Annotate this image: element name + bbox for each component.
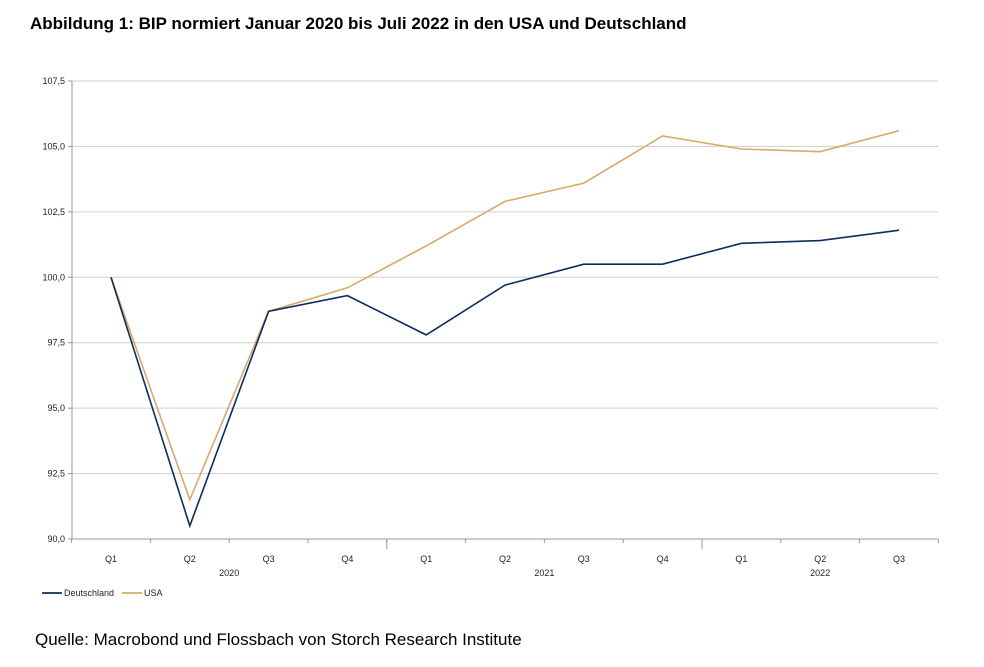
figure-title: Abbildung 1: BIP normiert Januar 2020 bi… xyxy=(30,14,687,33)
x-tick-label: Q1 xyxy=(420,554,432,564)
x-tick-label: Q3 xyxy=(263,554,275,564)
legend-label: Deutschland xyxy=(64,588,114,598)
legend-label: USA xyxy=(144,588,163,598)
y-axis: 90,0 92,5 95,0 97,5 100,0 102,5 105,0 107,5 xyxy=(42,76,73,544)
x-tick-label: Q4 xyxy=(657,554,669,564)
x-year-label: 2021 xyxy=(534,568,554,578)
legend: Deutschland USA xyxy=(42,588,163,598)
x-year-label: 2022 xyxy=(810,568,830,578)
y-tick-label: 95,0 xyxy=(47,403,65,413)
x-tick-label: Q1 xyxy=(735,554,747,564)
x-year-label: 2020 xyxy=(219,568,239,578)
x-tick-label: Q2 xyxy=(499,554,511,564)
x-tick-label: Q1 xyxy=(105,554,117,564)
x-tick-label: Q3 xyxy=(893,554,905,564)
y-tick-label: 97,5 xyxy=(47,338,65,348)
y-tick-label: 90,0 xyxy=(47,534,65,544)
grid-lines xyxy=(72,80,938,540)
y-tick-label: 92,5 xyxy=(47,469,65,479)
y-tick-label: 100,0 xyxy=(42,272,65,282)
figure-source: Quelle: Macrobond und Flossbach von Stor… xyxy=(35,630,522,649)
x-tick-label: Q2 xyxy=(814,554,826,564)
x-tick-label: Q2 xyxy=(184,554,196,564)
x-axis: Q1 Q2 Q3 Q4 Q1 Q2 Q3 Q4 Q1 Q2 Q3 2020 2021 2022 xyxy=(71,539,939,578)
x-tick-label: Q4 xyxy=(341,554,353,564)
series-lines xyxy=(110,129,900,529)
y-tick-label: 105,0 xyxy=(42,141,65,151)
x-tick-label: Q3 xyxy=(578,554,590,564)
y-tick-label: 107,5 xyxy=(42,76,65,86)
y-tick-label: 102,5 xyxy=(42,207,65,217)
series-line-usa xyxy=(110,129,900,502)
series-line-deutschland xyxy=(110,229,900,529)
